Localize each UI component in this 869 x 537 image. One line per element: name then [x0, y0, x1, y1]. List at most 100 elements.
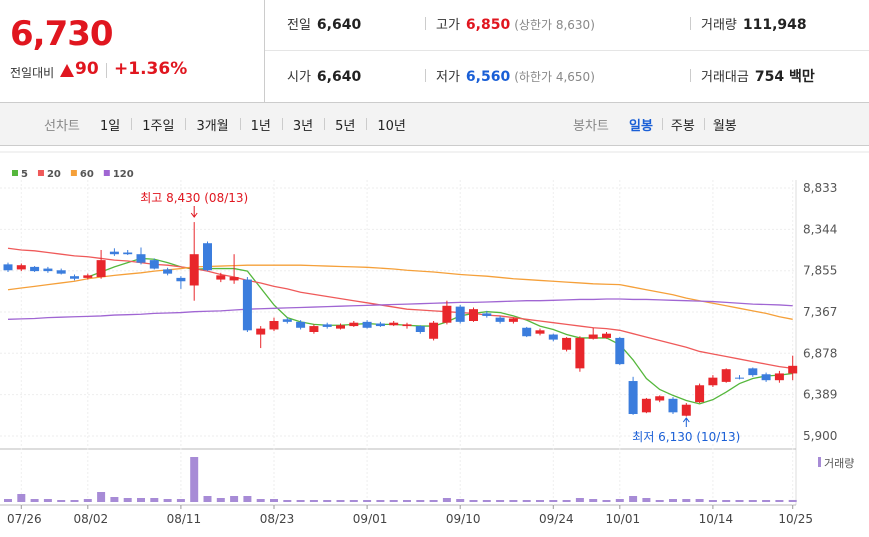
- divider: [366, 118, 368, 130]
- volume-bar: [562, 500, 571, 502]
- candle-body: [309, 326, 319, 332]
- candle-body: [508, 318, 518, 322]
- y-tick-label: 6,389: [803, 388, 837, 402]
- candle-body: [735, 377, 744, 379]
- volume-bar: [615, 499, 624, 502]
- range-tab[interactable]: 5년: [335, 119, 356, 134]
- candle-body: [322, 324, 332, 327]
- tab-bar: 선차트 1일 1주일 3개월 1년 3년 5년 10년 봉차트 일봉 주봉 월봉: [0, 102, 869, 146]
- period-tab[interactable]: 월봉: [712, 119, 737, 134]
- candle-body: [336, 325, 345, 329]
- candle-body: [681, 404, 691, 416]
- volume-legend: 거래량: [824, 457, 854, 470]
- candle-body: [203, 243, 212, 271]
- volume-legend-swatch: [818, 457, 821, 467]
- up-arrow: [60, 64, 74, 77]
- candle-body: [429, 322, 439, 339]
- candle-body: [189, 254, 199, 286]
- annotation-arrow: [682, 417, 690, 427]
- volume-bar: [43, 499, 52, 502]
- x-tick-label: 08/02: [74, 512, 109, 526]
- volume-bar: [575, 498, 584, 502]
- x-tick-label: 10/14: [699, 512, 734, 526]
- candle-body: [548, 334, 558, 340]
- legend-swatch: [37, 170, 44, 176]
- volume-bar: [270, 499, 278, 502]
- quote-label: 저가: [436, 70, 460, 85]
- range-tab[interactable]: 1일: [100, 119, 121, 134]
- quote-cell: 거래량 111,948: [690, 14, 807, 33]
- volume-bar: [123, 498, 132, 502]
- divider: [131, 118, 133, 130]
- divider: [690, 17, 691, 30]
- x-tick-label: 07/26: [7, 512, 42, 526]
- candle-body: [469, 309, 478, 322]
- volume-bar: [482, 500, 491, 502]
- candle-body: [628, 381, 638, 415]
- volume-bar: [509, 500, 518, 502]
- x-tick-label: 09/24: [539, 512, 574, 526]
- volume-bar: [70, 500, 79, 502]
- volume-bar: [336, 500, 345, 502]
- quote-cell: 시가 6,640: [287, 66, 361, 85]
- volume-bar: [695, 499, 704, 502]
- volume-bar: [376, 500, 385, 502]
- x-tick-label: 10/01: [606, 512, 641, 526]
- candle-body: [16, 265, 26, 270]
- divider: [324, 118, 326, 130]
- quote-value: 6,560: [465, 69, 511, 85]
- candle-body: [442, 305, 452, 323]
- y-tick-label: 6,878: [803, 346, 837, 360]
- ma-line: [7, 264, 793, 320]
- quote-cell: 저가 6,560 (하한가 4,650): [425, 66, 595, 85]
- x-tick-label: 09/10: [446, 512, 481, 526]
- volume-bar: [150, 498, 159, 502]
- volume-bar: [629, 496, 638, 502]
- candle-body: [748, 368, 758, 376]
- volume-bar: [735, 500, 744, 502]
- legend-swatch: [70, 170, 77, 176]
- volume-bar: [203, 496, 212, 502]
- volume-bar: [403, 500, 411, 502]
- volume-bar: [17, 494, 26, 502]
- quote-label: 전일: [287, 18, 311, 33]
- period-tab[interactable]: 일봉: [629, 119, 653, 134]
- change: 90: [75, 59, 99, 79]
- volume-bar: [775, 500, 784, 502]
- tab-group-label: 봉차트: [573, 119, 609, 134]
- quote-label: 거래량: [701, 18, 737, 33]
- range-tab[interactable]: 1년: [250, 119, 271, 134]
- volume-bar: [788, 499, 797, 502]
- legend-label: 5: [21, 169, 28, 180]
- candle-body: [708, 377, 718, 386]
- annotation-arrow: [190, 206, 198, 218]
- quote-cell: 거래대금 754 백만: [690, 66, 815, 86]
- volume-bar: [496, 500, 505, 502]
- x-tick-label: 08/11: [167, 512, 202, 526]
- candle-body: [602, 333, 611, 338]
- range-tab[interactable]: 3년: [292, 119, 314, 134]
- candle-body: [136, 254, 146, 263]
- legend-swatch: [12, 170, 18, 176]
- range-tab[interactable]: 1주일: [142, 119, 175, 134]
- candle-body: [641, 398, 651, 413]
- volume-bar: [309, 500, 318, 502]
- range-tab[interactable]: 10년: [377, 119, 406, 134]
- volume-bar: [748, 500, 757, 502]
- candle-body: [455, 306, 465, 322]
- period-tab[interactable]: 주봉: [670, 119, 695, 134]
- volume-bar: [176, 499, 185, 502]
- range-tab[interactable]: 3개월: [196, 119, 229, 134]
- quote-label: 시가: [287, 70, 311, 85]
- volume-bar: [416, 500, 425, 502]
- legend-swatch: [103, 170, 110, 176]
- volume-bar: [722, 500, 731, 502]
- candle-body: [655, 396, 665, 401]
- volume-bar: [230, 496, 239, 502]
- volume-bar: [589, 499, 598, 502]
- volume-bar: [323, 500, 332, 502]
- volume-bar: [30, 499, 39, 502]
- volume-bar: [655, 500, 664, 502]
- candle-body: [256, 328, 266, 335]
